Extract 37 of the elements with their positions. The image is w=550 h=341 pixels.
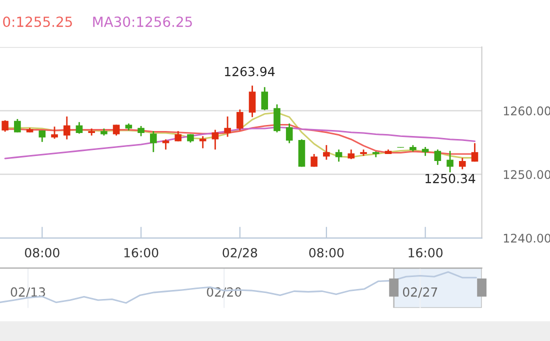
candlestick <box>335 148 342 162</box>
candlestick <box>63 116 70 140</box>
candlestick <box>112 124 120 136</box>
candlestick <box>2 120 8 132</box>
x-tick-label: 02/27 <box>402 287 438 298</box>
candlestick <box>286 122 293 144</box>
candlestick <box>162 138 170 150</box>
candlestick <box>212 129 219 150</box>
candlestick <box>199 135 206 149</box>
candlestick <box>471 142 478 162</box>
candlestick <box>138 125 144 137</box>
candlestick <box>248 84 256 118</box>
x-tick-label: 08:00 <box>309 248 344 258</box>
candlestick <box>458 157 466 170</box>
candlestick <box>261 86 268 111</box>
candlestick <box>236 108 244 132</box>
candlestick <box>51 126 58 140</box>
text: 0:1255.25 <box>3 16 72 28</box>
x-tick-label: 16:00 <box>408 248 442 258</box>
candlestick <box>434 148 442 166</box>
x-tick-label: 16:00 <box>124 248 158 258</box>
candlestick <box>323 144 330 160</box>
candlestick <box>150 130 157 153</box>
annotation: 1263.94 <box>225 66 275 76</box>
x-tick-label: 08:00 <box>24 248 60 258</box>
candlestick <box>446 150 454 173</box>
text: MA30:1256.25 <box>93 16 192 28</box>
candlestick <box>274 104 280 134</box>
candlestick <box>224 116 231 138</box>
x-tick-label: 02/28 <box>222 248 258 258</box>
annotation: 1250.34 <box>426 174 476 184</box>
candlestick <box>76 121 83 134</box>
x-tick-label: 02/13 <box>10 287 46 298</box>
candlestick <box>174 130 182 142</box>
candlestick <box>348 148 355 160</box>
candlestick <box>14 118 21 134</box>
candlestick <box>310 153 318 168</box>
